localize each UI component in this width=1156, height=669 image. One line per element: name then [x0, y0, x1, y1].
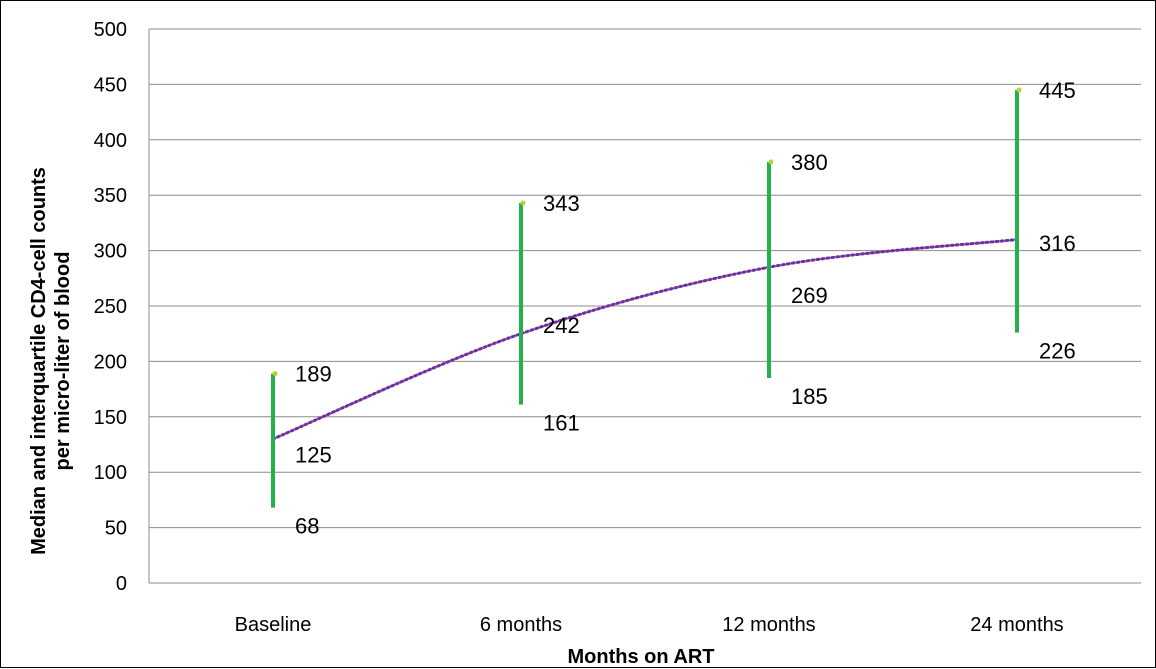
data-label: 189 — [295, 362, 332, 387]
data-label: 226 — [1039, 339, 1076, 364]
y-tick-label: 400 — [94, 130, 127, 152]
y-tick-label: 200 — [94, 351, 127, 373]
y-tick-label: 50 — [105, 518, 127, 540]
y-tick-label: 250 — [94, 296, 127, 318]
high-marker — [1016, 87, 1022, 93]
y-tick-label: 350 — [94, 185, 127, 207]
x-tick-label: 6 months — [480, 614, 562, 636]
x-tick-label: Baseline — [235, 614, 312, 636]
x-tick-labels: Baseline 6 months 12 months 24 months — [235, 614, 1064, 636]
data-label: 343 — [543, 191, 580, 216]
x-axis-title: Months on ART — [567, 646, 714, 668]
y-tick-label: 0 — [116, 573, 127, 595]
data-label: 68 — [295, 514, 319, 539]
data-label: 125 — [295, 443, 332, 468]
y-axis-title: Median and interquartile CD4-cell counts… — [28, 167, 74, 555]
y-tick-label: 450 — [94, 74, 127, 96]
y-tick-label: 500 — [94, 19, 127, 41]
gridlines — [148, 28, 1141, 584]
data-label: 380 — [791, 150, 828, 175]
y-tick-label: 300 — [94, 241, 127, 263]
trend-line — [271, 238, 1019, 441]
x-tick-label: 24 months — [970, 614, 1063, 636]
range-bars — [271, 87, 1022, 508]
y-axis-title-line-2: per micro-liter of blood — [52, 252, 74, 471]
y-axis-title-line-1: Median and interquartile CD4-cell counts — [28, 167, 50, 555]
high-marker — [272, 371, 278, 377]
trend-curve — [271, 238, 1019, 441]
data-label: 445 — [1039, 78, 1076, 103]
high-marker — [768, 159, 774, 165]
high-marker — [520, 200, 526, 206]
data-label: 242 — [543, 313, 580, 338]
x-tick-label: 12 months — [722, 614, 815, 636]
data-label: 185 — [791, 384, 828, 409]
data-label: 161 — [543, 411, 580, 436]
data-labels: 189 343 380 445 125 242 269 316 68 161 185 226 — [295, 78, 1076, 539]
data-label: 316 — [1039, 231, 1076, 256]
data-label: 269 — [791, 283, 828, 308]
y-tick-labels: 0 50 100 150 200 250 300 350 400 450 500 — [94, 19, 127, 595]
y-tick-label: 100 — [94, 462, 127, 484]
y-tick-label: 150 — [94, 407, 127, 429]
